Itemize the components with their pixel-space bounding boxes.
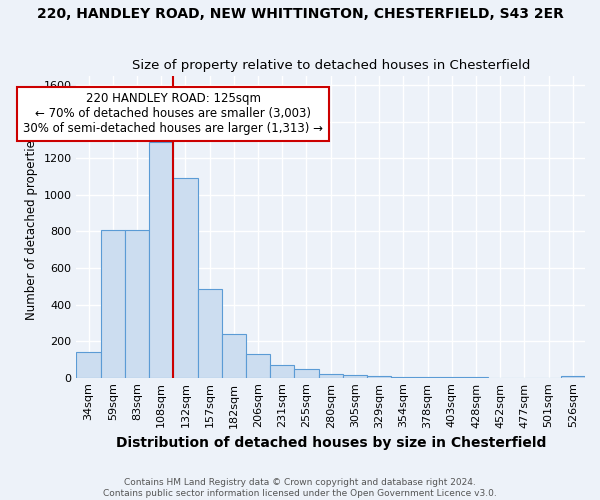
Bar bbox=[295, 370, 319, 378]
Bar bbox=[149, 142, 173, 378]
Bar bbox=[319, 374, 343, 378]
Text: 220, HANDLEY ROAD, NEW WHITTINGTON, CHESTERFIELD, S43 2ER: 220, HANDLEY ROAD, NEW WHITTINGTON, CHES… bbox=[37, 8, 563, 22]
Y-axis label: Number of detached properties: Number of detached properties bbox=[25, 134, 38, 320]
Bar bbox=[343, 374, 367, 378]
X-axis label: Distribution of detached houses by size in Chesterfield: Distribution of detached houses by size … bbox=[116, 436, 546, 450]
Bar bbox=[415, 377, 440, 378]
Bar bbox=[197, 289, 222, 378]
Text: Contains HM Land Registry data © Crown copyright and database right 2024.
Contai: Contains HM Land Registry data © Crown c… bbox=[103, 478, 497, 498]
Bar bbox=[561, 376, 585, 378]
Bar bbox=[76, 352, 101, 378]
Text: 220 HANDLEY ROAD: 125sqm
← 70% of detached houses are smaller (3,003)
30% of sem: 220 HANDLEY ROAD: 125sqm ← 70% of detach… bbox=[23, 92, 323, 136]
Bar bbox=[246, 354, 270, 378]
Bar bbox=[270, 365, 295, 378]
Bar bbox=[222, 334, 246, 378]
Bar bbox=[367, 376, 391, 378]
Bar bbox=[391, 377, 415, 378]
Bar bbox=[101, 230, 125, 378]
Bar bbox=[125, 230, 149, 378]
Title: Size of property relative to detached houses in Chesterfield: Size of property relative to detached ho… bbox=[131, 59, 530, 72]
Bar bbox=[173, 178, 197, 378]
